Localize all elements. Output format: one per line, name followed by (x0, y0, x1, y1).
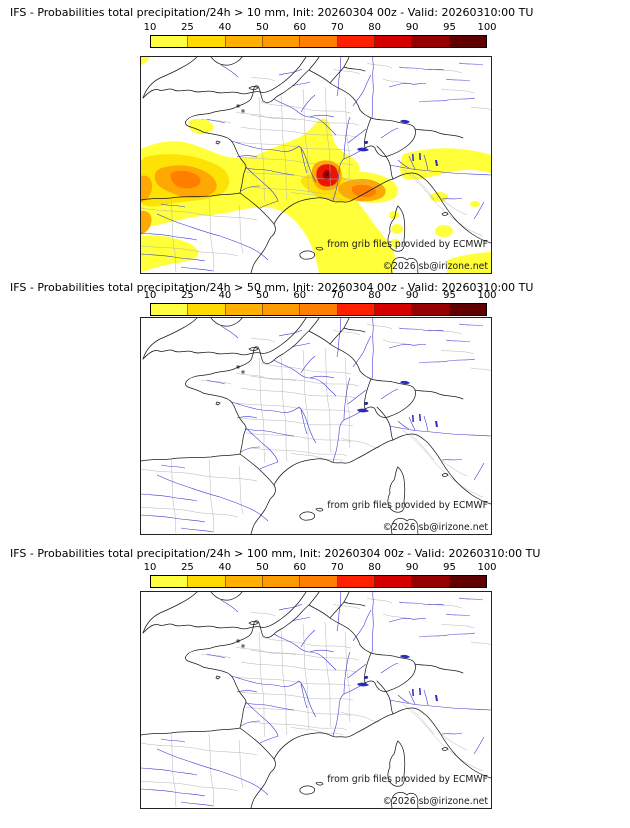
colorbar-segment (262, 576, 301, 587)
france-map-svg: from grib files provided by ECMWF ©2026 … (141, 592, 491, 808)
map-frame: from grib files provided by ECMWF ©2026 … (140, 317, 492, 535)
colorbar-segment (262, 304, 301, 315)
colorbar-tick-label: 60 (293, 562, 307, 573)
colorbar-tick-label: 100 (477, 22, 497, 33)
colorbar-bar (150, 303, 487, 316)
colorbar-tick-label: 40 (218, 22, 232, 33)
watermark-copyright-text: ©2026 sb@irizone.net (383, 522, 489, 533)
colorbar-segment (374, 36, 413, 47)
colorbar-segment (225, 576, 263, 587)
colorbar-tick-label: 10 (143, 290, 157, 301)
panel-title: IFS - Probabilities total precipitation/… (10, 6, 534, 19)
precip-overlay (141, 57, 491, 273)
colorbar-tick-label: 60 (293, 22, 307, 33)
colorbar-segment (188, 36, 226, 47)
colorbar-tick-label: 100 (477, 562, 497, 573)
colorbar-segment (412, 36, 450, 47)
colorbar-segment (151, 576, 189, 587)
colorbar-tick-label: 90 (405, 562, 419, 573)
colorbar: 10 25 40 50 60 70 80 90 95 100 (144, 562, 497, 588)
colorbar-segment (412, 304, 450, 315)
colorbar-tick-label: 25 (181, 562, 194, 573)
colorbar-tick-label: 70 (330, 22, 344, 33)
map-frame: from grib files provided by ECMWF ©2026 … (140, 591, 492, 809)
colorbar-tick-label: 95 (443, 290, 456, 301)
colorbar-segment (374, 304, 413, 315)
france-map-svg: from grib files provided by ECMWF ©2026 … (141, 57, 491, 273)
colorbar-segment (449, 36, 486, 47)
colorbar-tick-label: 70 (330, 562, 344, 573)
colorbar-bar (150, 575, 487, 588)
watermark-copyright-text: ©2026 sb@irizone.net (383, 796, 489, 807)
colorbar-segment (337, 576, 375, 587)
colorbar-tick-label: 10 (143, 562, 157, 573)
colorbar-segment (374, 576, 413, 587)
colorbar-ticks: 10 25 40 50 60 70 80 90 95 100 (144, 290, 497, 302)
colorbar-tick-label: 90 (405, 290, 419, 301)
colorbar-segment (300, 36, 338, 47)
colorbar-tick-label: 25 (181, 22, 194, 33)
watermark-ecmwf-text: from grib files provided by ECMWF (327, 774, 488, 785)
colorbar-tick-label: 60 (293, 290, 307, 301)
colorbar-segment (449, 576, 486, 587)
colorbar-tick-label: 40 (218, 562, 232, 573)
colorbar-segment (262, 36, 301, 47)
colorbar-tick-label: 50 (255, 562, 269, 573)
colorbar-tick-label: 80 (368, 290, 382, 301)
colorbar-tick-label: 50 (255, 22, 269, 33)
colorbar-segment (300, 304, 338, 315)
france-map-svg: from grib files provided by ECMWF ©2026 … (141, 318, 491, 534)
colorbar: 10 25 40 50 60 70 80 90 95 100 (144, 290, 497, 316)
colorbar-segment (337, 304, 375, 315)
colorbar-segment (151, 36, 189, 47)
colorbar-segment (449, 304, 486, 315)
colorbar-tick-label: 90 (405, 22, 419, 33)
colorbar-segment (300, 576, 338, 587)
watermark-copyright-text: ©2026 sb@irizone.net (383, 261, 489, 272)
colorbar-segment (225, 304, 263, 315)
panel-title: IFS - Probabilities total precipitation/… (10, 281, 534, 294)
colorbar-segment (188, 304, 226, 315)
map-frame: from grib files provided by ECMWF ©2026 … (140, 56, 492, 274)
colorbar-tick-label: 40 (218, 290, 232, 301)
colorbar-segment (188, 576, 226, 587)
panel-title: IFS - Probabilities total precipitation/… (10, 547, 541, 560)
watermark-ecmwf-text: from grib files provided by ECMWF (327, 239, 488, 250)
colorbar-ticks: 10 25 40 50 60 70 80 90 95 100 (144, 562, 497, 574)
colorbar-tick-label: 70 (330, 290, 344, 301)
colorbar-tick-label: 25 (181, 290, 194, 301)
colorbar-segment (225, 36, 263, 47)
colorbar-tick-label: 10 (143, 22, 157, 33)
watermark-ecmwf-text: from grib files provided by ECMWF (327, 500, 488, 511)
colorbar-segment (337, 36, 375, 47)
colorbar-segment (412, 576, 450, 587)
colorbar-tick-label: 50 (255, 290, 269, 301)
colorbar-bar (150, 35, 487, 48)
colorbar: 10 25 40 50 60 70 80 90 95 100 (144, 22, 497, 48)
colorbar-tick-label: 100 (477, 290, 497, 301)
colorbar-segment (151, 304, 189, 315)
colorbar-tick-label: 95 (443, 562, 456, 573)
colorbar-tick-label: 80 (368, 22, 382, 33)
colorbar-tick-label: 95 (443, 22, 456, 33)
colorbar-ticks: 10 25 40 50 60 70 80 90 95 100 (144, 22, 497, 34)
colorbar-tick-label: 80 (368, 562, 382, 573)
